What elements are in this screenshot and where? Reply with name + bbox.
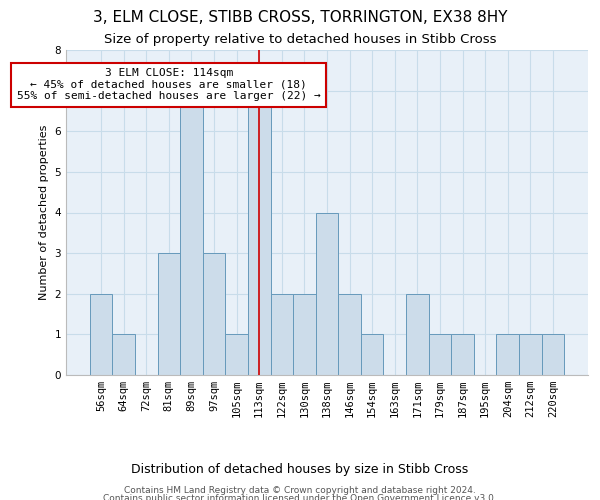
Bar <box>248 90 271 375</box>
Bar <box>338 294 361 375</box>
Bar <box>316 212 338 375</box>
Text: Contains public sector information licensed under the Open Government Licence v3: Contains public sector information licen… <box>103 494 497 500</box>
Bar <box>271 294 293 375</box>
Bar <box>293 294 316 375</box>
Text: Contains HM Land Registry data © Crown copyright and database right 2024.: Contains HM Land Registry data © Crown c… <box>124 486 476 495</box>
Text: 3, ELM CLOSE, STIBB CROSS, TORRINGTON, EX38 8HY: 3, ELM CLOSE, STIBB CROSS, TORRINGTON, E… <box>93 10 507 25</box>
Bar <box>180 90 203 375</box>
Bar <box>90 294 112 375</box>
Text: 3 ELM CLOSE: 114sqm
← 45% of detached houses are smaller (18)
55% of semi-detach: 3 ELM CLOSE: 114sqm ← 45% of detached ho… <box>17 68 320 102</box>
Text: Distribution of detached houses by size in Stibb Cross: Distribution of detached houses by size … <box>131 462 469 475</box>
Bar <box>519 334 542 375</box>
Bar <box>203 253 226 375</box>
Bar <box>361 334 383 375</box>
Bar <box>226 334 248 375</box>
Bar <box>428 334 451 375</box>
Text: Size of property relative to detached houses in Stibb Cross: Size of property relative to detached ho… <box>104 32 496 46</box>
Bar <box>158 253 180 375</box>
Y-axis label: Number of detached properties: Number of detached properties <box>39 125 49 300</box>
Bar <box>496 334 519 375</box>
Bar <box>451 334 474 375</box>
Bar <box>112 334 135 375</box>
Bar <box>406 294 428 375</box>
Bar <box>542 334 564 375</box>
